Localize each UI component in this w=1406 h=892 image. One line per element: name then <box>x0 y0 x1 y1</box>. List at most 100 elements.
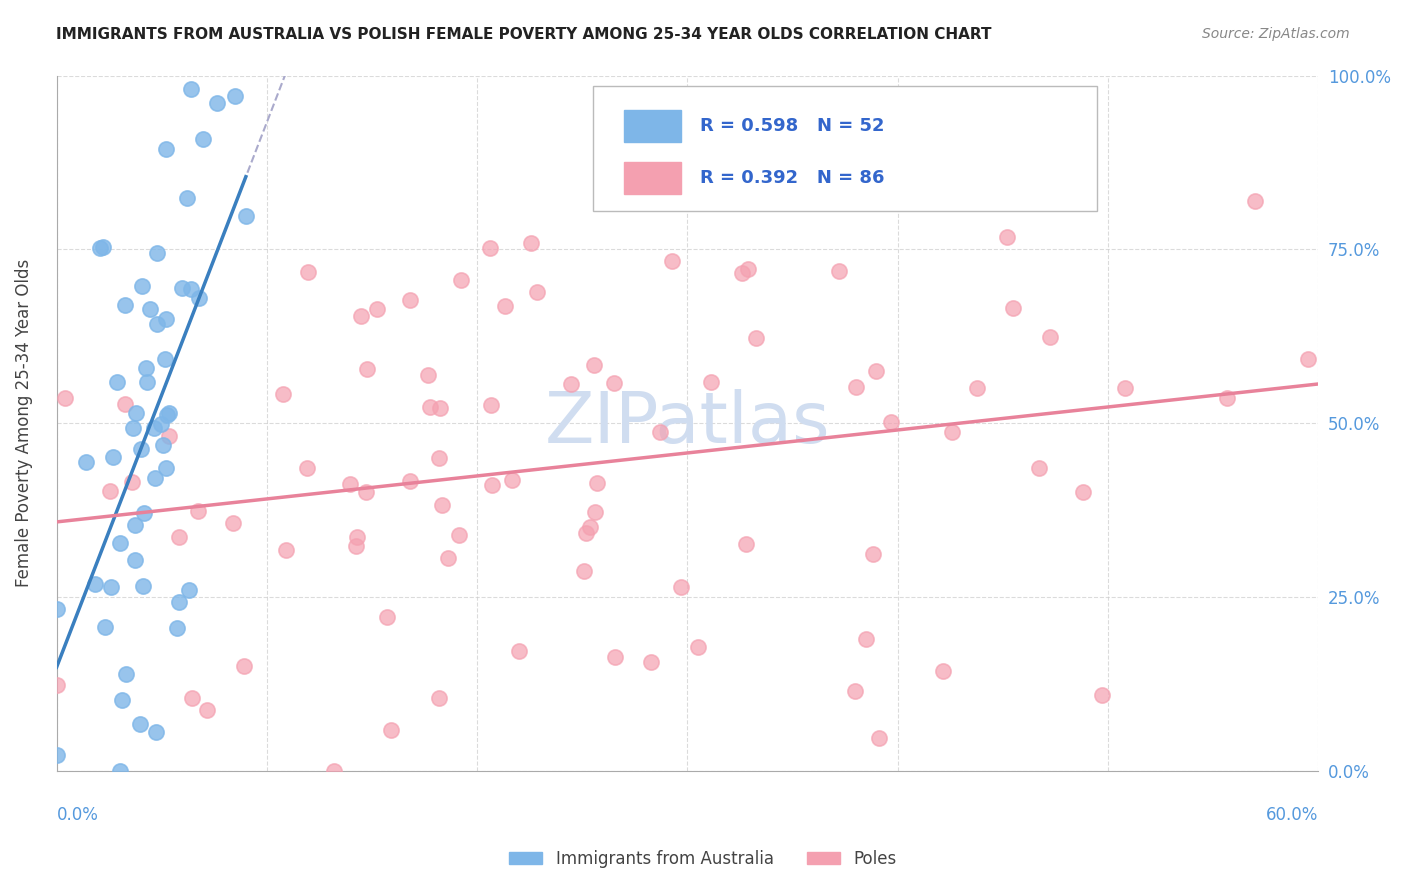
Point <box>323 764 346 779</box>
Point <box>195 703 218 717</box>
Point <box>1028 461 1050 475</box>
Point <box>346 529 368 543</box>
Point <box>170 281 193 295</box>
Point <box>931 665 953 679</box>
Point <box>419 400 441 414</box>
Point <box>108 764 131 779</box>
Point <box>661 254 683 268</box>
Point <box>152 437 174 451</box>
Point <box>222 516 245 530</box>
Point <box>1114 381 1136 395</box>
Point <box>648 425 671 439</box>
Point <box>501 473 523 487</box>
Point <box>124 518 146 533</box>
Point <box>53 391 76 405</box>
Text: 0.0%: 0.0% <box>56 805 98 824</box>
Point <box>157 429 180 443</box>
Text: R = 0.598   N = 52: R = 0.598 N = 52 <box>700 117 884 135</box>
Point <box>560 376 582 391</box>
Point <box>233 659 256 673</box>
Point <box>98 483 121 498</box>
Point <box>129 716 152 731</box>
Text: R = 0.392   N = 86: R = 0.392 N = 86 <box>700 169 884 186</box>
Point <box>114 667 136 681</box>
Point <box>100 580 122 594</box>
Point <box>180 282 202 296</box>
Point <box>963 173 986 187</box>
Point <box>399 293 422 307</box>
Point <box>84 577 107 591</box>
Point <box>745 331 768 345</box>
Point <box>737 262 759 277</box>
Point <box>125 406 148 420</box>
Point <box>108 536 131 550</box>
Point <box>114 397 136 411</box>
Point <box>1244 194 1267 208</box>
Point <box>572 564 595 578</box>
Point <box>205 95 228 110</box>
Point <box>640 655 662 669</box>
Point <box>167 530 190 544</box>
Point <box>180 82 202 96</box>
Point <box>122 420 145 434</box>
Point <box>91 240 114 254</box>
Point <box>845 380 868 394</box>
Point <box>297 460 319 475</box>
Point <box>481 398 503 412</box>
Point <box>150 417 173 432</box>
FancyBboxPatch shape <box>624 162 681 194</box>
Point <box>579 520 602 534</box>
Point <box>297 265 319 279</box>
Point <box>427 451 450 466</box>
Point <box>356 362 378 376</box>
Point <box>380 723 402 738</box>
Point <box>688 640 710 654</box>
Point <box>146 317 169 331</box>
Legend: Immigrants from Australia, Poles: Immigrants from Australia, Poles <box>502 844 904 875</box>
Point <box>132 506 155 520</box>
Point <box>868 731 890 745</box>
Text: IMMIGRANTS FROM AUSTRALIA VS POLISH FEMALE POVERTY AMONG 25-34 YEAR OLDS CORRELA: IMMIGRANTS FROM AUSTRALIA VS POLISH FEMA… <box>56 27 991 42</box>
Point <box>135 361 157 376</box>
Point <box>731 266 754 280</box>
Point <box>494 299 516 313</box>
Point <box>155 351 177 366</box>
Point <box>855 632 877 647</box>
Point <box>375 610 398 624</box>
Point <box>1216 391 1239 405</box>
Point <box>121 475 143 489</box>
Point <box>129 442 152 457</box>
Point <box>105 375 128 389</box>
Point <box>145 725 167 739</box>
Point <box>1039 330 1062 344</box>
Point <box>111 693 134 707</box>
Point <box>344 540 367 554</box>
Point <box>187 504 209 518</box>
Point <box>1071 484 1094 499</box>
Point <box>828 264 851 278</box>
Point <box>1001 301 1024 315</box>
Point <box>880 415 903 429</box>
Point <box>94 619 117 633</box>
Point <box>349 310 371 324</box>
Point <box>519 235 541 250</box>
Point <box>583 505 606 519</box>
Point <box>366 301 388 316</box>
Point <box>844 684 866 698</box>
FancyBboxPatch shape <box>624 111 681 142</box>
Point <box>603 649 626 664</box>
Point <box>136 375 159 389</box>
Text: Source: ZipAtlas.com: Source: ZipAtlas.com <box>1202 27 1350 41</box>
Point <box>167 595 190 609</box>
Point <box>669 580 692 594</box>
Point <box>75 455 97 469</box>
Point <box>941 425 963 440</box>
Point <box>155 143 177 157</box>
Point <box>235 210 257 224</box>
Point <box>865 364 887 378</box>
Point <box>1296 352 1319 367</box>
Point <box>114 298 136 312</box>
Point <box>526 285 548 299</box>
Point <box>437 550 460 565</box>
Point <box>143 471 166 485</box>
